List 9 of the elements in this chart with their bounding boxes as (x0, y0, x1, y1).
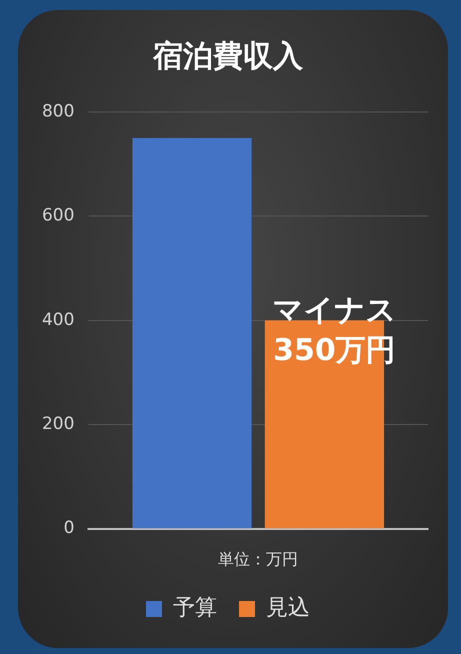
y-tick-label: 200 (42, 414, 74, 434)
x-axis-title: 単位：万円 (218, 550, 298, 569)
y-tick-label: 600 (42, 206, 74, 226)
y-tick-label: 0 (64, 518, 74, 538)
chart-title: 宿泊費収入 (152, 38, 304, 74)
legend-label: 見込 (266, 596, 310, 621)
y-tick-label: 400 (42, 310, 74, 330)
legend-label: 予算 (173, 596, 217, 621)
y-tick-label: 800 (42, 101, 74, 122)
